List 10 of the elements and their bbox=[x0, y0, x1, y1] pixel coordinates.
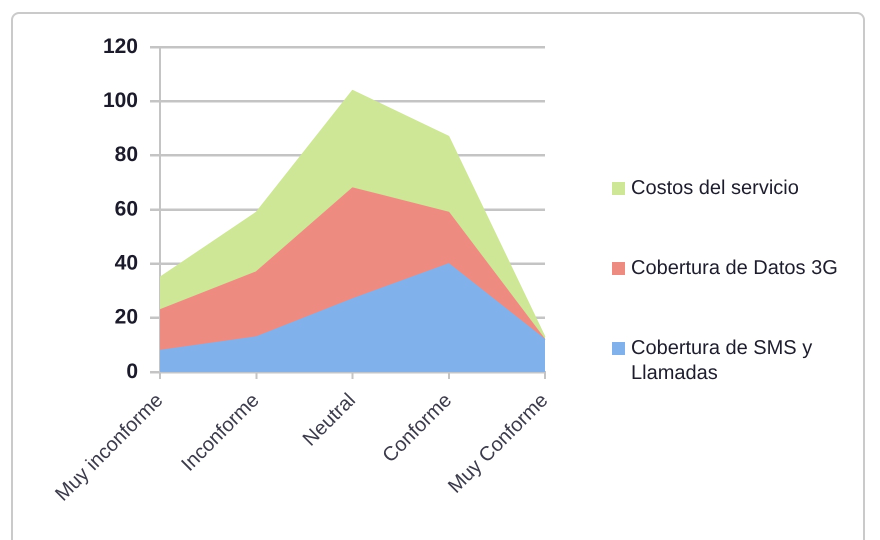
legend-label: Cobertura de SMS y Llamadas bbox=[631, 336, 814, 386]
y-tick-label: 120 bbox=[102, 34, 138, 58]
y-tick-label: 100 bbox=[102, 88, 138, 112]
y-tick-label: 20 bbox=[114, 306, 138, 329]
legend-label: Cobertura de Datos 3G bbox=[631, 256, 839, 281]
y-tick-label: 80 bbox=[114, 143, 138, 166]
y-tick-label: 0 bbox=[126, 360, 138, 383]
legend-label: Costos del servicio bbox=[631, 176, 800, 201]
y-tick-label: 40 bbox=[114, 251, 138, 274]
y-tick-label: 60 bbox=[114, 197, 138, 220]
